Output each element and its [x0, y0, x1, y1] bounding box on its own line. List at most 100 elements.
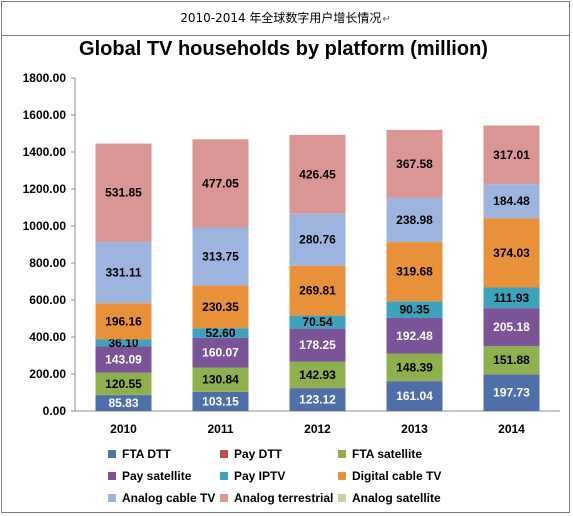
bar-segment-pay-iptv: [289, 315, 346, 329]
y-tick-label: 1000.00: [23, 219, 67, 233]
y-tick-label: 800.00: [29, 256, 66, 270]
bar-segment-pay-satellite: [289, 328, 346, 362]
bar-segment-digital-cable-tv: [289, 265, 346, 316]
y-tick-label: 1200.00: [23, 182, 67, 196]
legend-label: Pay satellite: [122, 469, 192, 483]
bar-segment-fta-satellite: [95, 372, 152, 395]
return-mark-icon: ↵: [382, 14, 391, 25]
bar-segment-pay-satellite: [95, 346, 152, 373]
bar-segment-pay-iptv: [192, 328, 249, 338]
data-label: 477.05: [202, 176, 239, 190]
legend-item: Pay DTT: [220, 446, 282, 462]
data-label: 269.81: [299, 284, 336, 298]
data-label: 196.16: [105, 314, 142, 328]
x-tick-label: 2014: [498, 422, 525, 436]
data-label: 280.76: [299, 233, 336, 247]
data-label: 120.55: [105, 377, 142, 391]
data-label: 161.04: [396, 389, 433, 403]
legend-swatch: [338, 450, 346, 458]
x-tick-label: 2011: [207, 422, 233, 436]
legend-label: FTA DTT: [122, 447, 171, 461]
legend-label: Analog satellite: [352, 491, 441, 505]
bar-segment-fta-dtt: [192, 391, 249, 411]
chart-legend: FTA DTT Pay DTT FTA satellite Pay satellite…: [108, 446, 528, 510]
bar-segment-pay-satellite: [192, 337, 249, 368]
legend-label: Analog cable TV: [122, 491, 216, 505]
bar-segment-analog-cable-tv: [289, 213, 346, 266]
data-label: 319.68: [396, 265, 433, 279]
y-tick-label: 200.00: [29, 367, 66, 381]
stacked-bar-chart: 0.00 200.00 400.00 600.00 800.00 1000.00 1200.…: [23, 71, 560, 436]
data-label: 317.01: [493, 148, 530, 162]
bar-segment-pay-iptv: [386, 301, 443, 318]
bar-segment-pay-iptv: [483, 287, 540, 309]
data-label: 374.03: [493, 246, 530, 260]
data-label: 313.75: [202, 250, 239, 264]
bar-segment-analog-terrestrial: [289, 134, 346, 214]
bar-segment-digital-cable-tv: [386, 242, 443, 302]
legend-swatch: [338, 472, 346, 480]
x-tick-label: 2013: [401, 422, 428, 436]
bar-segment-fta-dtt: [483, 374, 540, 411]
legend-item: Pay IPTV: [220, 468, 285, 484]
legend-item: Pay satellite: [108, 468, 191, 484]
legend-item: Analog cable TV: [108, 490, 215, 506]
y-tick-label: 400.00: [29, 330, 66, 344]
legend-item: Analog terrestrial: [220, 490, 333, 506]
legend-swatch: [108, 494, 116, 502]
data-label: 90.35: [399, 303, 429, 317]
y-tick-label: 1400.00: [23, 145, 67, 159]
legend-swatch: [338, 494, 346, 502]
table-caption: 2010-2014 年全球数字用户增长情况↵: [2, 2, 569, 36]
legend-label: Pay IPTV: [234, 469, 286, 483]
data-label: 123.12: [299, 393, 336, 407]
bar-segment-analog-cable-tv: [483, 184, 540, 219]
bar-segment-digital-cable-tv: [483, 218, 540, 288]
bar-segment-fta-satellite: [192, 367, 249, 392]
legend-item: Digital cable TV: [338, 468, 441, 484]
legend-swatch: [108, 472, 116, 480]
bar-segment-fta-satellite: [386, 353, 443, 382]
data-label: 331.11: [105, 266, 141, 280]
bar-segment-analog-cable-tv: [386, 197, 443, 243]
legend-item: Analog satellite: [338, 490, 441, 506]
data-label: 52.60: [205, 326, 235, 340]
data-label: 130.84: [202, 373, 239, 387]
legend-swatch: [220, 494, 228, 502]
data-label: 148.39: [396, 360, 433, 374]
bar-segment-analog-terrestrial: [386, 129, 443, 198]
bar-segment-pay-satellite: [483, 308, 540, 347]
legend-label: Analog terrestrial: [234, 491, 334, 505]
data-label: 160.07: [202, 346, 239, 360]
legend-label: FTA satellite: [352, 447, 423, 461]
bar-segment-analog-terrestrial: [95, 143, 152, 242]
data-label: 367.58: [396, 157, 433, 171]
bar-segment-pay-iptv: [95, 339, 152, 347]
legend-swatch: [220, 472, 228, 480]
caption-text: 2010-2014 年全球数字用户增长情况: [180, 11, 382, 25]
data-label: 85.83: [108, 396, 138, 410]
data-label: 111.93: [494, 291, 530, 305]
y-tick-label: 1600.00: [23, 108, 67, 122]
data-label: 103.15: [202, 394, 239, 408]
data-label: 230.35: [202, 300, 239, 314]
data-label: 184.48: [493, 194, 530, 208]
x-tick-label: 2010: [110, 422, 137, 436]
data-label: 531.85: [105, 186, 142, 200]
data-label: 205.18: [493, 320, 530, 334]
bar-segment-pay-satellite: [386, 317, 443, 354]
bar-segment-fta-dtt: [386, 381, 443, 411]
legend-label: Digital cable TV: [352, 469, 442, 483]
x-tick-label: 2012: [304, 422, 331, 436]
data-label: 192.48: [396, 329, 433, 343]
bar-segment-analog-cable-tv: [95, 241, 152, 304]
bar-segment-fta-satellite: [483, 346, 540, 375]
legend-swatch: [108, 450, 116, 458]
y-tick-label: 1800.00: [23, 71, 67, 85]
legend-item: FTA satellite: [338, 446, 422, 462]
legend-swatch: [220, 450, 228, 458]
data-label: 178.25: [299, 338, 336, 352]
data-label: 151.88: [493, 353, 530, 367]
data-label: 70.54: [302, 315, 332, 329]
bar-segment-fta-dtt: [95, 395, 152, 411]
